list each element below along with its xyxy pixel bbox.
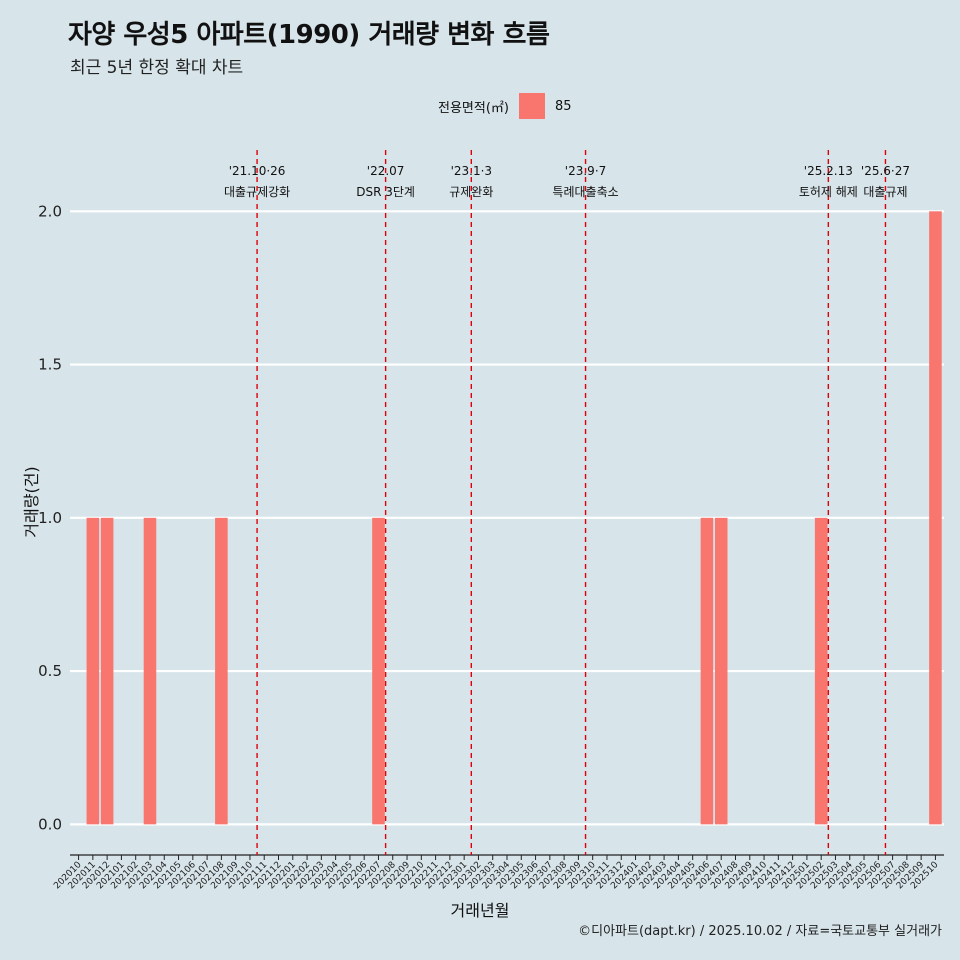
event-label: 대출규제	[863, 185, 907, 199]
chart-title: 자양 우성5 아파트(1990) 거래량 변화 흐름	[68, 20, 550, 50]
legend-swatch	[518, 93, 545, 119]
bar	[700, 517, 714, 825]
legend-item-label: 85	[554, 98, 572, 114]
event-date: '23.1·3	[451, 164, 492, 178]
bar	[714, 517, 728, 825]
event-label: 규제완화	[449, 185, 493, 199]
bar	[372, 517, 385, 825]
y-axis-title: 거래량(건)	[22, 466, 41, 538]
event-date: '21.10·26	[229, 164, 286, 178]
legend: 전용면적(㎡) 85	[438, 93, 572, 119]
y-tick-label: 2.0	[38, 202, 62, 220]
event-date: '22.07	[367, 164, 405, 178]
bar	[215, 517, 228, 825]
bar	[86, 517, 100, 825]
bar	[929, 211, 942, 825]
y-tick-label: 1.0	[38, 509, 62, 527]
event-label: DSR 3단계	[356, 185, 415, 199]
x-axis-title: 거래년월	[450, 901, 510, 920]
y-tick-label: 0.0	[38, 815, 62, 833]
event-label: 토허제 해제	[799, 185, 858, 199]
y-tick-label: 0.5	[38, 662, 62, 680]
event-label: 특례대출축소	[552, 185, 618, 199]
bar	[100, 517, 114, 825]
y-tick-label: 1.5	[38, 356, 62, 374]
legend-title: 전용면적(㎡)	[438, 100, 509, 116]
chart-subtitle: 최근 5년 한정 확대 차트	[70, 58, 244, 78]
bar	[814, 517, 828, 825]
event-date: '25.6·27	[861, 164, 910, 178]
event-date: '23.9·7	[565, 164, 606, 178]
caption: ©디아파트(dapt.kr) / 2025.10.02 / 자료=국토교통부 실…	[578, 924, 942, 939]
event-label: 대출규제강화	[224, 185, 290, 199]
event-date: '25.2.13	[804, 164, 853, 178]
bar	[143, 517, 157, 825]
